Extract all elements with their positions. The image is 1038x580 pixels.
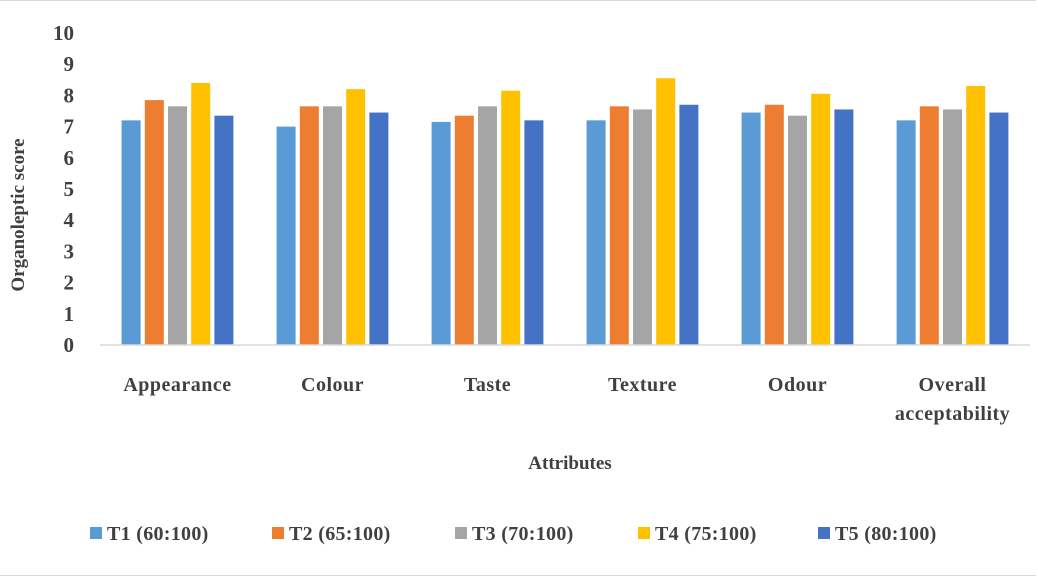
bar-5-3 (524, 120, 544, 345)
legend-swatch (90, 527, 102, 539)
y-tick-label: 6 (64, 146, 75, 170)
bar-1-3 (431, 121, 451, 345)
y-tick-label: 0 (64, 333, 75, 357)
bar-5-1 (214, 115, 234, 346)
legend-label: T2 (65:100) (289, 523, 391, 545)
bar-4-3 (501, 90, 521, 345)
x-category-label: Colour (301, 374, 364, 396)
bar-1-6 (896, 120, 916, 345)
y-tick-label: 1 (64, 302, 75, 326)
x-category-label: acceptability (895, 403, 1010, 425)
bar-1-1 (121, 120, 141, 345)
y-axis: 0 1 2 3 4 5 6 7 8 9 10 (53, 21, 75, 357)
y-tick-label: 2 (64, 271, 75, 295)
bar-2-5 (764, 104, 784, 345)
y-axis-title: Organoleptic score (8, 138, 29, 291)
legend: T1 (60:100) T2 (65:100) T3 (70:100) T4 (75:… (90, 523, 937, 545)
bar-4-4 (656, 78, 676, 346)
bar-4-5 (811, 93, 831, 345)
bar-3-4 (633, 109, 652, 345)
y-tick-label: 5 (64, 177, 75, 201)
legend-swatch (818, 527, 830, 539)
bar-1-2 (276, 126, 296, 345)
bar-2-4 (609, 106, 629, 345)
y-tick-label: 4 (64, 208, 75, 232)
legend-swatch (455, 527, 467, 539)
bar-5-2 (369, 112, 389, 345)
x-axis-title: Attributes (528, 453, 611, 474)
y-tick-label: 7 (64, 115, 75, 139)
bar-4-6 (966, 86, 986, 345)
y-tick-label: 8 (64, 83, 75, 107)
legend-swatch (638, 527, 650, 539)
bar-4-1 (191, 82, 211, 346)
x-category-label: Taste (464, 374, 511, 396)
bar-1-5 (741, 112, 761, 345)
legend-label: T4 (75:100) (655, 523, 757, 545)
bar-3-3 (478, 106, 497, 345)
y-tick-label: 3 (64, 239, 75, 263)
bar-4-2 (346, 89, 366, 345)
legend-label: T3 (70:100) (472, 523, 574, 545)
bar-2-3 (454, 115, 474, 346)
bar-3-1 (168, 106, 187, 345)
x-category-label: Texture (608, 374, 677, 396)
legend-label: T5 (80:100) (835, 523, 937, 545)
bar-3-5 (788, 115, 807, 346)
x-category-label: Appearance (123, 374, 231, 396)
bar-3-2 (323, 106, 342, 345)
bar-5-6 (989, 112, 1009, 345)
legend-swatch (272, 527, 284, 539)
y-tick-label: 10 (53, 21, 74, 45)
bar-2-2 (299, 106, 319, 345)
x-axis-categories: Appearance Colour Taste Texture Odour Overall… (123, 374, 1010, 425)
bars (121, 78, 1009, 346)
y-tick-label: 9 (64, 52, 75, 76)
x-category-label: Odour (768, 374, 827, 396)
bar-2-1 (144, 100, 164, 345)
bar-1-4 (586, 120, 606, 345)
bar-5-4 (679, 104, 699, 345)
bar-5-5 (834, 109, 854, 345)
bar-3-6 (943, 109, 962, 345)
bar-2-6 (919, 106, 939, 345)
legend-label: T1 (60:100) (107, 523, 209, 545)
x-category-label: Overall (919, 374, 987, 396)
